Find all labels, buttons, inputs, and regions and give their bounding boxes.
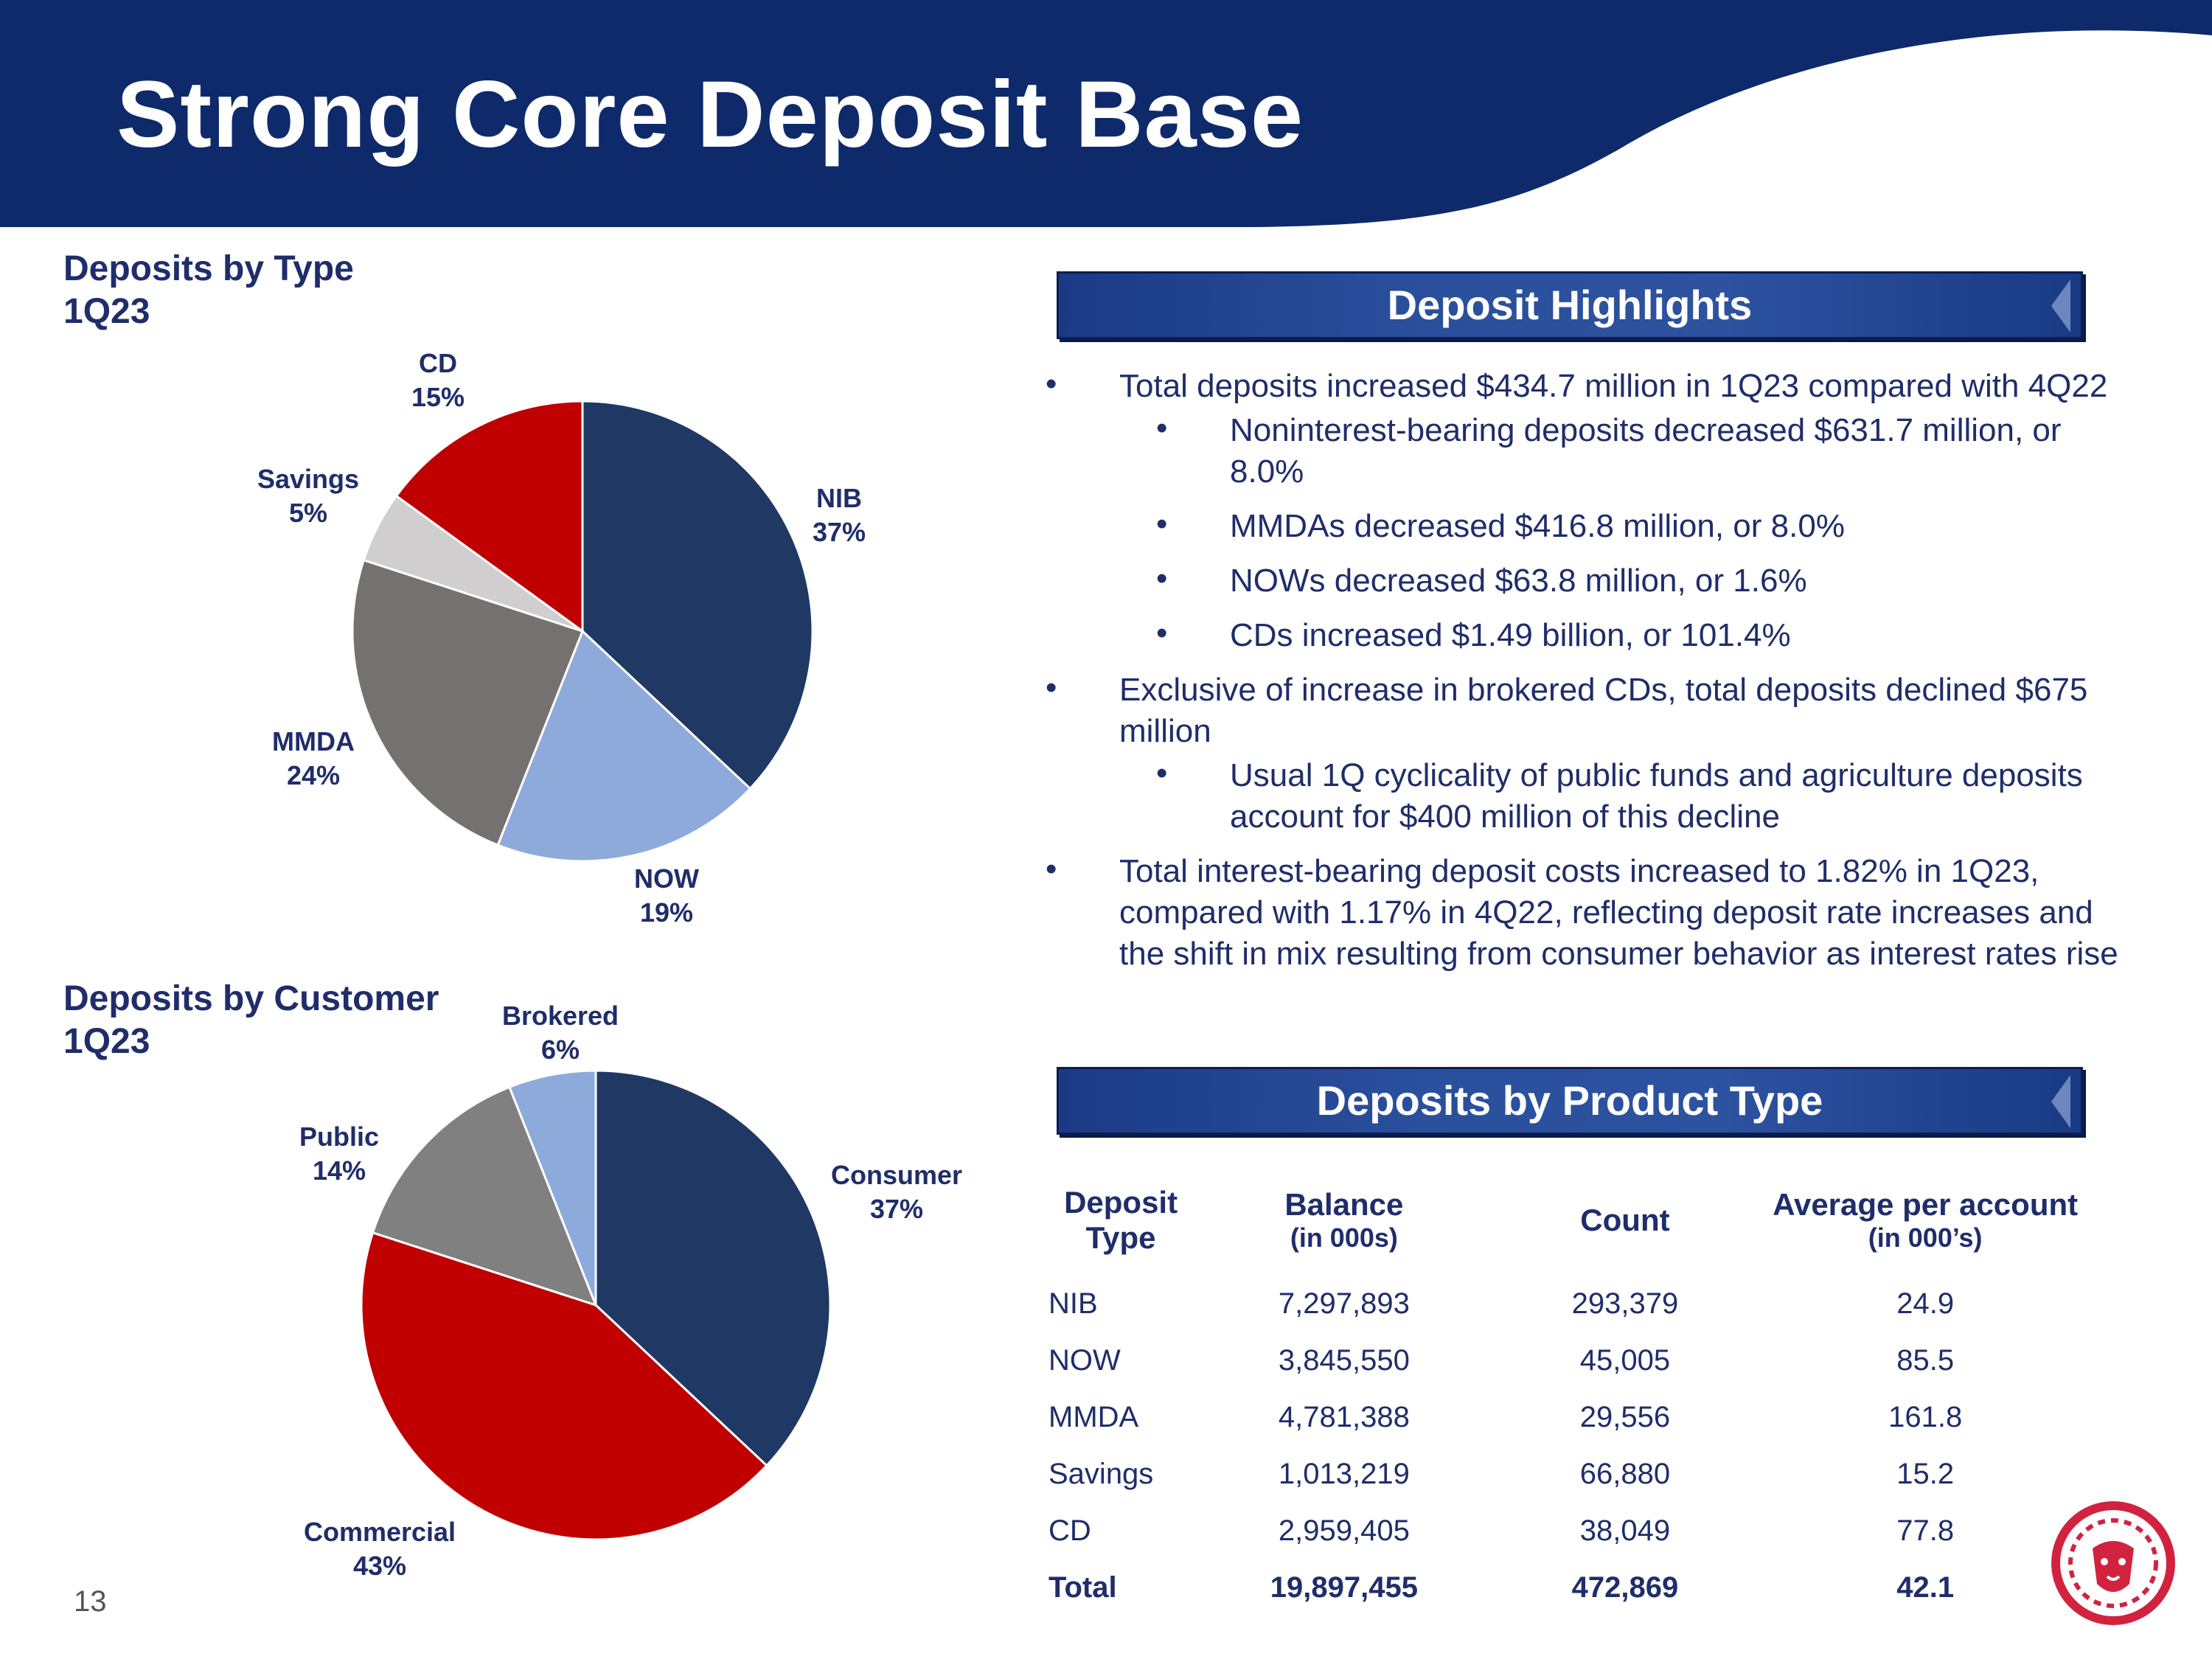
bullet-icon: •	[1156, 755, 1168, 791]
table-row: MMDA 4,781,388 29,556 161.8	[1032, 1389, 2079, 1446]
bullet-icon: •	[1156, 615, 1168, 651]
bullet-text: Total deposits increased $434.7 million …	[1119, 368, 2108, 404]
table-cell: 472,869	[1571, 1571, 1679, 1604]
page-number: 13	[74, 1585, 107, 1618]
table-cell: 15.2	[1896, 1458, 1955, 1490]
table-cell: 2,959,405	[1278, 1514, 1410, 1547]
bullet-text: Exclusive of increase in brokered CDs, t…	[1119, 672, 2088, 749]
pie-chart-deposits-by-customer: Consumer 37% Commercial 43% Public 14% Brokere…	[299, 1001, 962, 1581]
lion-logo-icon	[2051, 1501, 2175, 1625]
pie-slice-mmda	[351, 558, 584, 847]
slice-label-mmda: MMDA 24%	[272, 726, 355, 790]
banner-notch-icon	[2051, 279, 2070, 333]
bullet-text: CDs increased $1.49 billion, or 101.4%	[1230, 617, 1791, 653]
bullet-item: • Total deposits increased $434.7 million…	[1046, 366, 2137, 407]
pie-slice-consumer	[594, 1069, 832, 1467]
bullet-icon: •	[1156, 560, 1168, 597]
table-cell: 161.8	[1888, 1401, 1963, 1433]
table-cell: Total	[1048, 1571, 1117, 1604]
chart-title-text: Deposits by Customer	[63, 979, 439, 1018]
table-row: NOW 3,845,550 45,005 85.5	[1032, 1332, 2079, 1389]
product-type-heading: Deposits by Product Type	[1316, 1077, 1823, 1124]
sub-bullet-item: • Usual 1Q cyclicality of public funds an…	[1046, 755, 2137, 838]
table-cell: 38,049	[1579, 1514, 1671, 1547]
bullet-icon: •	[1046, 366, 1057, 402]
table-row: NIB 7,297,893 293,379 24.9	[1032, 1276, 2079, 1332]
bullet-item: • Exclusive of increase in brokered CDs, …	[1046, 669, 2137, 752]
table-cell: 3,845,550	[1278, 1344, 1410, 1377]
slice-label-cd: CD 15%	[411, 348, 465, 412]
table-cell: 77.8	[1896, 1514, 1955, 1547]
bullet-icon: •	[1046, 851, 1057, 887]
pie-slice-cd	[394, 400, 584, 633]
deposits-by-product-table: Deposit Type Balance (in 000s) Count Ave…	[1032, 1165, 2079, 1616]
sub-bullet-item: • MMDAs decreased $416.8 million, or 8.0%	[1046, 506, 2137, 547]
table-cell: MMDA	[1048, 1401, 1139, 1433]
bullet-text: Total interest-bearing deposit costs inc…	[1119, 853, 2118, 972]
pie-slice-public	[371, 1085, 598, 1307]
bullet-icon: •	[1156, 506, 1168, 542]
table-cell: 85.5	[1896, 1344, 1955, 1377]
slice-label-now: NOW 19%	[634, 863, 699, 928]
column-header: Average per account (in 000’s)	[1773, 1187, 2079, 1253]
table-cell: 7,297,893	[1278, 1287, 1410, 1320]
page-title: Strong Core Deposit Base	[116, 62, 1304, 167]
bullet-text: NOWs decreased $63.8 million, or 1.6%	[1230, 563, 1807, 599]
column-header: Count	[1580, 1203, 1670, 1237]
bullet-text: Noninterest-bearing deposits decreased $…	[1230, 412, 2062, 490]
chart-title-text: Deposits by Type	[63, 249, 354, 288]
table-cell: 29,556	[1579, 1401, 1671, 1433]
slice-label-savings: Savings 5%	[257, 464, 359, 528]
pie-chart-deposits-by-type: NIB 37% NOW 19% MMDA 24% Savings 5% CD 15%	[257, 348, 866, 928]
table-header-row: Deposit Type Balance (in 000s) Count Ave…	[1032, 1165, 2079, 1276]
bullet-item: • Total interest-bearing deposit costs in…	[1046, 851, 2137, 975]
column-header: Deposit Type	[1064, 1185, 1178, 1255]
header-band	[0, 0, 2212, 227]
table-cell: NIB	[1048, 1287, 1098, 1320]
table-cell: 4,781,388	[1278, 1401, 1410, 1433]
bullet-icon: •	[1046, 669, 1057, 706]
table-row: CD 2,959,405 38,049 77.8	[1032, 1503, 2079, 1559]
column-header: Balance (in 000s)	[1284, 1187, 1404, 1253]
bullet-icon: •	[1156, 410, 1168, 446]
chart-title-deposits-by-customer: Deposits by Customer 1Q23	[63, 978, 439, 1063]
chart-subtitle-text: 1Q23	[63, 292, 150, 331]
sub-bullet-item: • CDs increased $1.49 billion, or 101.4%	[1046, 615, 2137, 656]
deposit-highlights-heading: Deposit Highlights	[1387, 282, 1753, 328]
deposit-highlights-banner: Deposit Highlights	[1057, 271, 2083, 339]
table-row: Savings 1,013,219 66,880 15.2	[1032, 1446, 2079, 1503]
chart-title-deposits-by-type: Deposits by Type 1Q23	[63, 248, 354, 333]
highlights-list: • Total deposits increased $434.7 million…	[1046, 366, 2137, 975]
pie-slice-brokered	[507, 1069, 597, 1306]
table-total-row: Total 19,897,455 472,869 42.1	[1032, 1559, 2079, 1616]
bullet-text: Usual 1Q cyclicality of public funds and…	[1230, 757, 2083, 835]
slice-label-nib: NIB 37%	[813, 483, 866, 547]
bullet-text: MMDAs decreased $416.8 million, or 8.0%	[1230, 508, 1845, 544]
slice-label-commercial: Commercial 43%	[304, 1517, 456, 1581]
table-cell: 1,013,219	[1278, 1458, 1410, 1490]
pie-slice-nib	[581, 400, 814, 790]
slice-label-public: Public 14%	[299, 1121, 379, 1186]
slice-label-consumer: Consumer 37%	[831, 1160, 962, 1224]
table-cell: CD	[1048, 1514, 1091, 1547]
table-cell: NOW	[1048, 1344, 1121, 1377]
table-cell: 19,897,455	[1270, 1571, 1418, 1604]
product-type-banner: Deposits by Product Type	[1057, 1067, 2083, 1135]
table-cell: 45,005	[1579, 1344, 1671, 1377]
pie-slice-commercial	[360, 1231, 768, 1541]
chart-subtitle-text: 1Q23	[63, 1022, 150, 1061]
table-cell: 66,880	[1579, 1458, 1671, 1490]
table-cell: 42.1	[1896, 1571, 1955, 1604]
table-cell: 293,379	[1571, 1287, 1679, 1320]
table-cell: Savings	[1048, 1458, 1154, 1490]
table-cell: 24.9	[1896, 1287, 1955, 1320]
sub-bullet-item: • Noninterest-bearing deposits decreased …	[1046, 410, 2137, 493]
banner-notch-icon	[2051, 1075, 2070, 1128]
slice-label-brokered: Brokered 6%	[502, 1001, 619, 1065]
sub-bullet-item: • NOWs decreased $63.8 million, or 1.6%	[1046, 560, 2137, 602]
